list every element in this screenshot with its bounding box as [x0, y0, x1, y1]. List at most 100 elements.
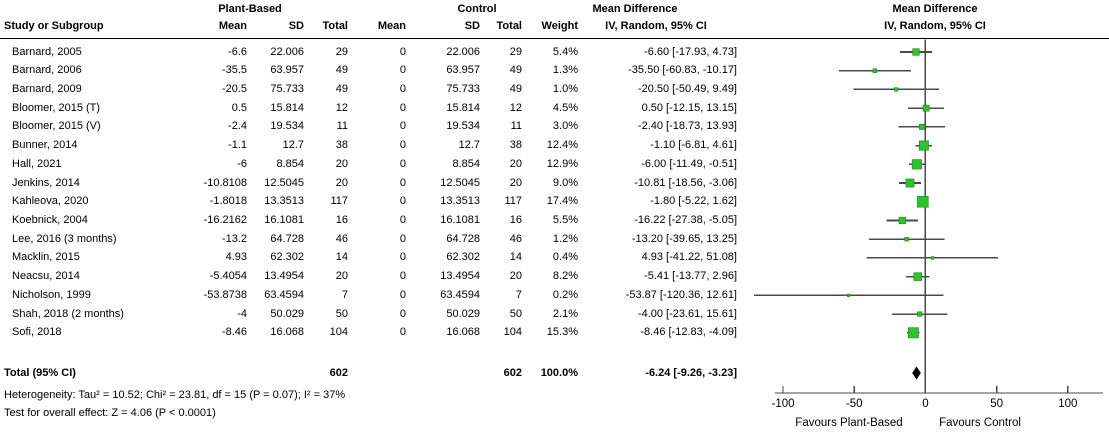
control-sd-value: 12.7	[458, 139, 480, 152]
plant-total-value: 7	[341, 288, 348, 301]
overall-effect-note: Test for overall effect: Z = 4.06 (P < 0…	[4, 407, 216, 419]
plant-mean-value: -20.5	[221, 82, 247, 95]
plant-mean-value: -4	[237, 307, 247, 320]
mean-difference-ci-text: -53.87 [-120.36, 12.61]	[625, 288, 737, 301]
plant-mean-value: 4.93	[225, 251, 247, 264]
plant-mean-value: -10.8108	[203, 176, 247, 189]
table-row: Hall, 2021 -6 8.854 20 0 8.854 20 12.9% -6.00 [-…	[0, 155, 750, 174]
plant-sd-value: 19.534	[270, 120, 304, 133]
group-header-control: Control	[457, 3, 497, 15]
control-total-value: 46	[509, 232, 522, 245]
control-total-value: 12	[509, 101, 522, 114]
total-mean-difference-ci-text: -6.24 [-9.26, -3.23]	[645, 366, 737, 379]
column-header-plant-sd: SD	[288, 20, 304, 32]
effect-marker	[917, 311, 923, 317]
favours-right-label: Favours Control	[939, 417, 1021, 429]
control-total-value: 50	[509, 307, 522, 320]
plant-sd-value: 63.957	[270, 64, 304, 77]
table-row: Kahleova, 2020 -1.8018 13.3513 117 0 13.3513 1…	[0, 192, 750, 211]
plant-mean-value: -2.4	[228, 120, 247, 133]
plant-mean-value: -6	[237, 157, 247, 170]
control-total-value: 20	[509, 176, 522, 189]
control-mean-value: 0	[399, 176, 406, 189]
column-header-iv-random-ci-plot: IV, Random, 95% CI	[884, 20, 986, 32]
total-row: Total (95% CI) 602 602 100.0% -6.24 [-9.26, …	[0, 364, 750, 383]
header-divider-line	[0, 38, 1109, 39]
total-weight: 100.0%	[540, 366, 578, 379]
column-header-study: Study or Subgroup	[4, 20, 104, 32]
control-mean-value: 0	[399, 64, 406, 77]
mean-difference-ci-text: -1.80 [-5.22, 1.62]	[650, 195, 737, 208]
control-total-value: 49	[509, 82, 522, 95]
study-label: Nicholson, 1999	[12, 288, 91, 301]
plant-total-value: 49	[335, 64, 348, 77]
control-mean-value: 0	[399, 251, 406, 264]
column-header-plant-mean: Mean	[218, 20, 247, 32]
plant-total-value: 29	[335, 45, 348, 58]
group-header-plant-based: Plant-Based	[218, 3, 282, 15]
control-total-value: 29	[509, 45, 522, 58]
plant-sd-value: 15.814	[270, 101, 304, 114]
weight-value: 3.0%	[552, 120, 578, 133]
weight-value: 12.4%	[546, 139, 578, 152]
forest-plot-graph: -100 -50 0 50 100 Favours Plant-Based Favours …	[754, 39, 1103, 429]
study-label: Lee, 2016 (3 months)	[12, 232, 117, 245]
plant-total-value: 20	[335, 157, 348, 170]
control-sd-value: 50.029	[446, 307, 480, 320]
weight-value: 0.2%	[552, 288, 578, 301]
mean-difference-ci-text: -16.22 [-27.38, -5.05]	[634, 213, 737, 226]
table-row: Neacsu, 2014 -5.4054 13.4954 20 0 13.4954 20 8.…	[0, 267, 750, 286]
axis-tick-label: -50	[846, 398, 863, 410]
weight-value: 12.9%	[546, 157, 578, 170]
control-mean-value: 0	[399, 307, 406, 320]
plant-sd-value: 12.5045	[264, 176, 304, 189]
control-total-value: 14	[509, 251, 522, 264]
effect-marker	[894, 87, 899, 92]
plant-sd-value: 8.854	[276, 157, 304, 170]
control-mean-value: 0	[399, 82, 406, 95]
heterogeneity-note: Heterogeneity: Tau² = 10.52; Chi² = 23.8…	[4, 389, 346, 401]
effect-marker	[911, 159, 922, 170]
study-label: Neacsu, 2014	[12, 270, 80, 283]
mean-difference-ci-text: 0.50 [-12.15, 13.15]	[641, 101, 737, 114]
control-mean-value: 0	[399, 326, 406, 339]
effect-marker	[917, 196, 929, 208]
table-row: Barnard, 2009 -20.5 75.733 49 0 75.733 49 1.0% -…	[0, 80, 750, 99]
plant-sd-value: 12.7	[282, 139, 304, 152]
table-row: Bunner, 2014 -1.1 12.7 38 0 12.7 38 12.4% -1.10 …	[0, 136, 750, 155]
control-sd-value: 63.4594	[440, 288, 480, 301]
mean-difference-ci-text: -4.00 [-23.61, 15.61]	[637, 307, 737, 320]
weight-value: 15.3%	[546, 326, 578, 339]
control-sd-value: 22.006	[446, 45, 480, 58]
table-row: Shah, 2018 (2 months) -4 50.029 50 0 50.029 50…	[0, 305, 750, 324]
control-sd-value: 13.3513	[440, 195, 480, 208]
table-row: Barnard, 2006 -35.5 63.957 49 0 63.957 49 1.3% -…	[0, 61, 750, 80]
control-sd-value: 75.733	[446, 82, 480, 95]
plant-sd-value: 16.1081	[264, 213, 304, 226]
plant-sd-value: 22.006	[270, 45, 304, 58]
control-mean-value: 0	[399, 120, 406, 133]
mean-difference-ci-text: -35.50 [-60.83, -10.17]	[628, 64, 737, 77]
column-header-control-mean: Mean	[377, 20, 406, 32]
mean-difference-ci-text: -5.41 [-13.77, 2.96]	[644, 270, 737, 283]
total-plant-n: 602	[329, 366, 348, 379]
group-header-mean-difference-text: Mean Difference	[592, 3, 678, 15]
mean-difference-ci-text: -6.00 [-11.49, -0.51]	[641, 157, 737, 170]
plant-total-value: 104	[329, 326, 348, 339]
plant-total-value: 38	[335, 139, 348, 152]
study-label: Macklin, 2015	[12, 251, 80, 264]
plant-total-value: 20	[335, 270, 348, 283]
control-total-value: 49	[509, 64, 522, 77]
control-sd-value: 64.728	[446, 232, 480, 245]
plant-sd-value: 63.4594	[264, 288, 304, 301]
control-mean-value: 0	[399, 157, 406, 170]
study-label: Bunner, 2014	[12, 139, 78, 152]
study-label: Barnard, 2009	[12, 82, 82, 95]
effect-marker	[904, 237, 909, 242]
mean-difference-ci-text: -8.46 [-12.83, -4.09]	[640, 326, 737, 339]
column-header-iv-random-ci-text: IV, Random, 95% CI	[605, 20, 707, 32]
control-sd-value: 8.854	[452, 157, 480, 170]
column-header-control-total: Total	[496, 20, 522, 32]
mean-difference-ci-text: -13.20 [-39.65, 13.25]	[631, 232, 737, 245]
effect-marker	[912, 48, 920, 56]
